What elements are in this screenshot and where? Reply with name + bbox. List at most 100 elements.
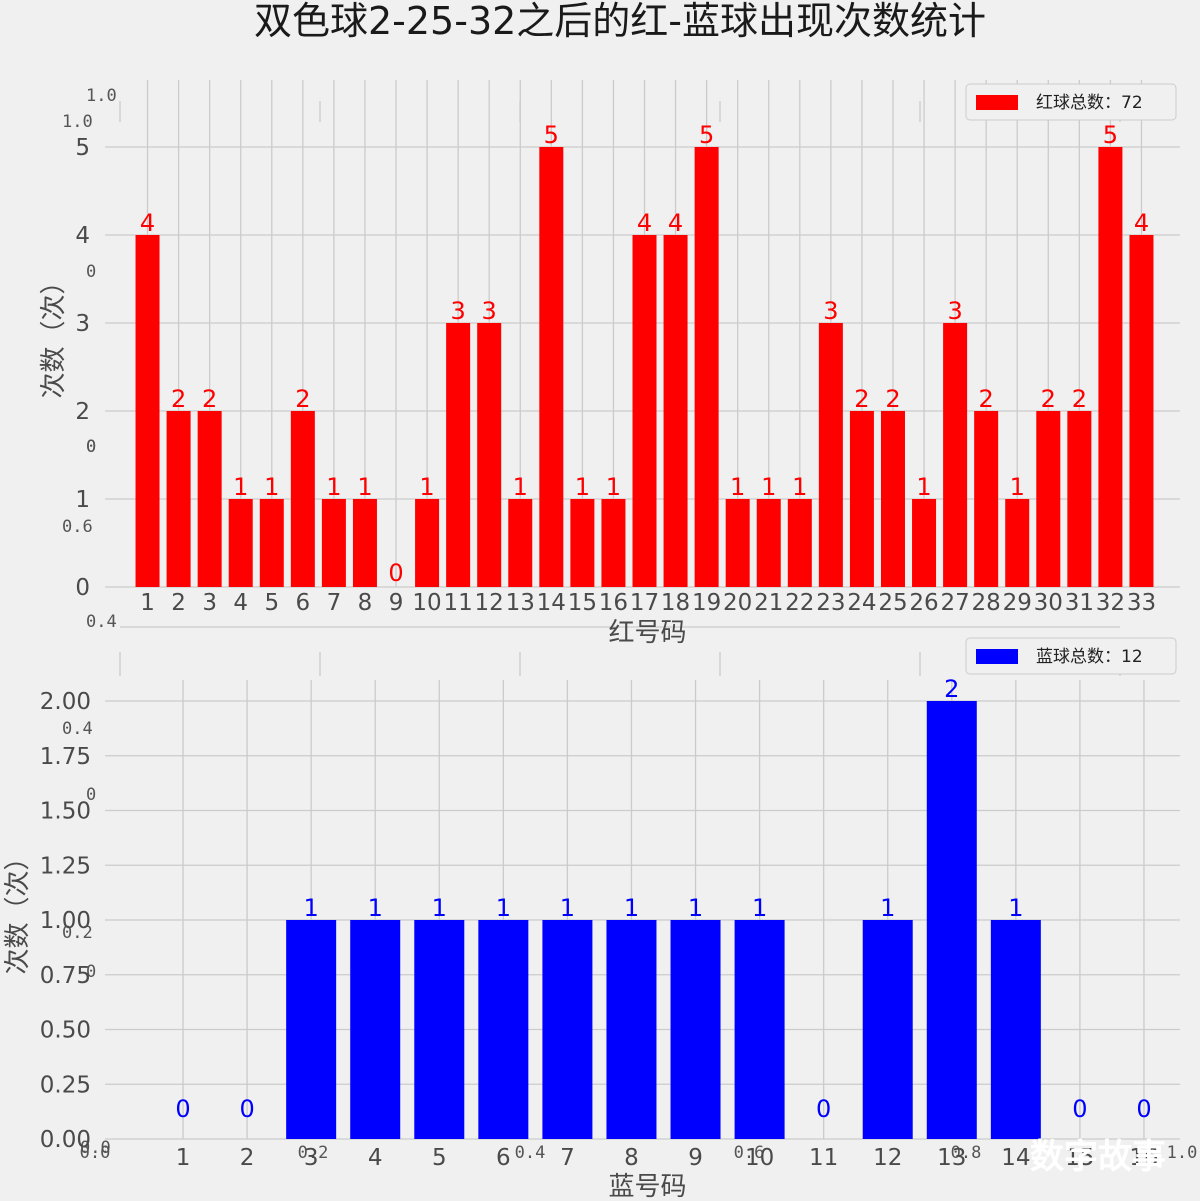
bar <box>725 499 750 587</box>
y-tick-label: 1 <box>75 487 90 513</box>
x-axis-label: 蓝号码 <box>608 1172 686 1201</box>
x-tick-label: 30 <box>1034 590 1063 616</box>
bar <box>290 411 315 587</box>
bar <box>601 499 626 587</box>
y-tick-label: 0.00 <box>40 1127 91 1153</box>
y-tick-label: 5 <box>75 135 90 161</box>
bar <box>734 920 785 1139</box>
x-tick-label: 14 <box>1001 1145 1030 1171</box>
data-label: 1 <box>233 473 248 501</box>
bar <box>694 147 719 587</box>
x-tick-label: 8 <box>358 590 373 616</box>
bar <box>1036 411 1061 587</box>
x-tick-label: 5 <box>264 590 279 616</box>
data-label: 2 <box>979 385 994 413</box>
bar <box>477 323 502 587</box>
data-label: 3 <box>450 297 465 325</box>
bar <box>228 499 253 587</box>
bar <box>286 920 337 1139</box>
x-tick-label: 15 <box>1065 1145 1094 1171</box>
x-tick-label: 13 <box>506 590 535 616</box>
y-tick-label: 0.75 <box>40 963 91 989</box>
bar <box>352 499 377 587</box>
background-axis: 1.0 1.0 0 0 0 0.6 0.4 0.4 0 0.2 0 0.00.0 0.2 0.4 0.6 0.… <box>62 86 1197 1163</box>
bar <box>990 920 1041 1139</box>
bar <box>478 920 529 1139</box>
x-tick-label: 9 <box>389 590 404 616</box>
x-tick-label: 20 <box>723 590 752 616</box>
x-tick-label: 2 <box>171 590 186 616</box>
background-x-tick-label: 0.4 <box>515 1143 546 1163</box>
background-y-tick-label: 0 <box>86 785 96 805</box>
x-tick-label: 9 <box>688 1145 703 1171</box>
x-tick-label: 4 <box>233 590 248 616</box>
y-tick-label: 1.00 <box>40 908 91 934</box>
chart-title: 双色球2-25-32之后的红-蓝球出现次数统计 <box>254 0 986 43</box>
bar <box>166 411 191 587</box>
bar <box>539 147 564 587</box>
x-tick-label: 8 <box>624 1145 639 1171</box>
x-tick-label: 26 <box>909 590 938 616</box>
bar <box>542 920 593 1139</box>
background-x-tick-label: 0.0 <box>80 1143 111 1163</box>
x-tick-label: 18 <box>661 590 690 616</box>
y-axis-label: 次数（次） <box>3 844 33 974</box>
data-label: 2 <box>854 385 869 413</box>
bar <box>508 499 533 587</box>
data-label: 1 <box>880 894 895 922</box>
bar <box>818 323 843 587</box>
x-tick-label: 12 <box>873 1145 902 1171</box>
data-label: 4 <box>637 209 652 237</box>
blue-ball-panel: 0.000.250.500.751.001.251.501.752.001 2 3 4… <box>3 637 1180 1201</box>
background-y-tick-label: 0.0 <box>80 1138 111 1158</box>
bar <box>1005 499 1030 587</box>
x-tick-label: 7 <box>560 1145 575 1171</box>
y-tick-label: 3 <box>75 311 90 337</box>
bar <box>1067 411 1092 587</box>
data-label: 2 <box>885 385 900 413</box>
data-label: 1 <box>264 473 279 501</box>
y-tick-label: 1.75 <box>40 744 91 770</box>
data-label: 1 <box>326 473 341 501</box>
data-label: 0 <box>388 559 403 587</box>
data-label: 0 <box>175 1095 190 1123</box>
x-tick-label: 15 <box>568 590 597 616</box>
background-y-tick-label: 0.4 <box>86 612 117 632</box>
data-label: 3 <box>947 297 962 325</box>
y-tick-label: 0.50 <box>40 1018 91 1044</box>
x-tick-label: 11 <box>443 590 472 616</box>
data-label: 1 <box>560 894 575 922</box>
y-tick-label: 2 <box>75 399 90 425</box>
x-tick-label: 27 <box>940 590 969 616</box>
data-label: 1 <box>419 473 434 501</box>
data-label: 1 <box>1010 473 1025 501</box>
x-tick-label: 10 <box>412 590 441 616</box>
data-label: 4 <box>140 209 155 237</box>
y-axis-label: 次数（次） <box>39 268 69 398</box>
legend-swatch <box>976 95 1018 110</box>
background-y-tick-label: 1.0 <box>86 86 117 106</box>
data-label: 0 <box>1072 1095 1087 1123</box>
x-tick-label: 6 <box>496 1145 511 1171</box>
bar <box>926 701 977 1139</box>
data-label: 1 <box>357 473 372 501</box>
x-tick-label: 29 <box>1003 590 1032 616</box>
bar <box>350 920 401 1139</box>
x-tick-label: 7 <box>327 590 342 616</box>
data-label: 5 <box>1103 121 1118 149</box>
data-label: 1 <box>513 473 528 501</box>
bar <box>670 920 721 1139</box>
y-tick-label: 2.00 <box>40 689 91 715</box>
legend: 红球总数：72 <box>965 83 1177 121</box>
x-tick-label: 1 <box>176 1145 191 1171</box>
bar <box>1098 147 1123 587</box>
y-tick-label: 1.25 <box>40 853 91 879</box>
data-label: 5 <box>699 121 714 149</box>
data-label: 1 <box>575 473 590 501</box>
data-label: 1 <box>761 473 776 501</box>
x-tick-label: 2 <box>240 1145 255 1171</box>
y-tick-label: 0 <box>75 575 90 601</box>
legend-label: 蓝球总数：12 <box>1036 647 1143 667</box>
background-y-tick-label: 0.2 <box>62 923 93 943</box>
x-tick-label: 14 <box>537 590 566 616</box>
